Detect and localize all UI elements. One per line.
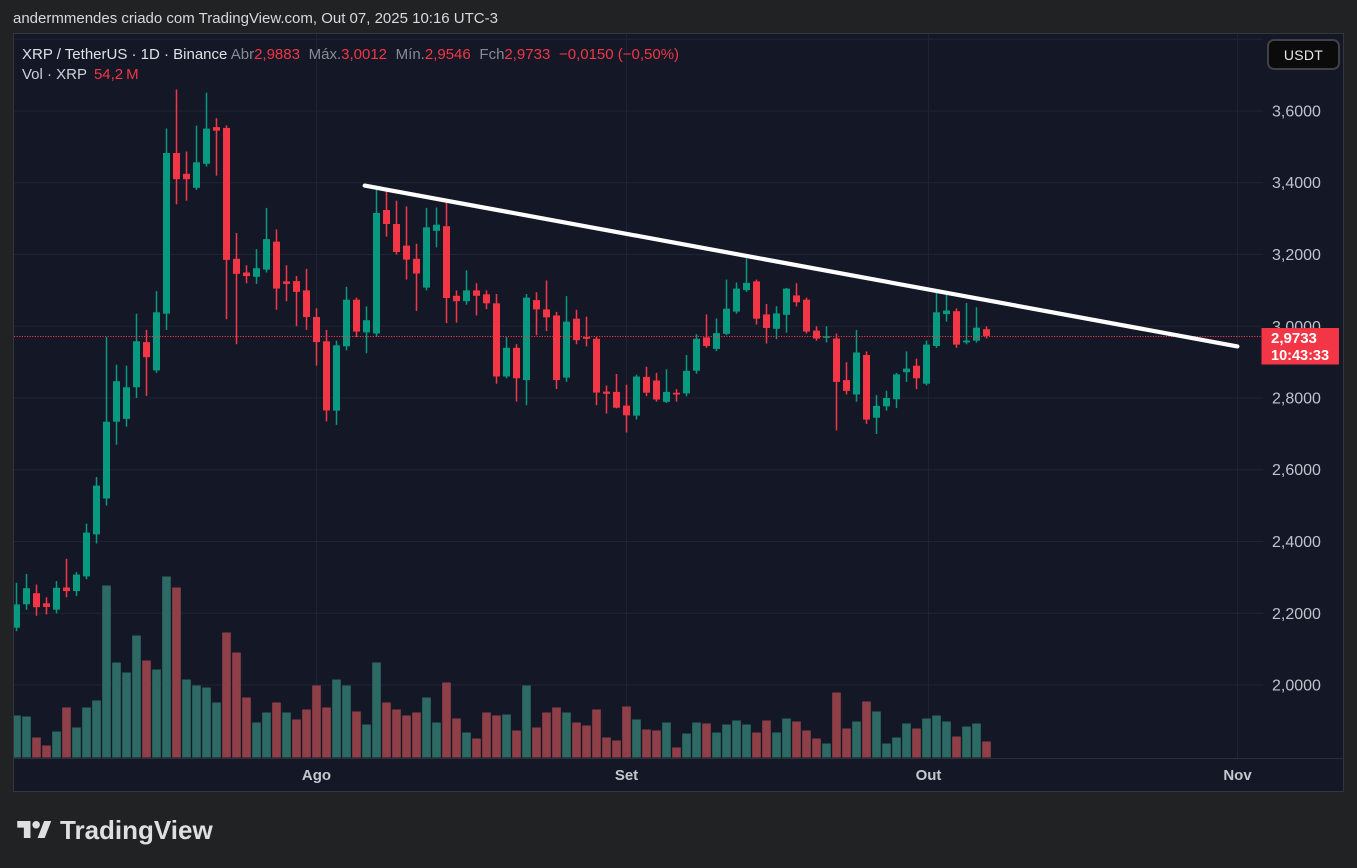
svg-text:3,6000: 3,6000: [1272, 104, 1321, 121]
svg-text:2,9733: 2,9733: [1271, 330, 1317, 347]
svg-text:2,4000: 2,4000: [1272, 534, 1321, 551]
svg-text:3,4000: 3,4000: [1272, 175, 1321, 192]
svg-text:Ago: Ago: [302, 767, 331, 784]
svg-text:10:43:33: 10:43:33: [1271, 348, 1329, 364]
svg-text:2,2000: 2,2000: [1272, 606, 1321, 623]
svg-text:Set: Set: [615, 767, 638, 784]
svg-text:Nov: Nov: [1223, 767, 1252, 784]
svg-text:2,6000: 2,6000: [1272, 462, 1321, 479]
svg-text:2,0000: 2,0000: [1272, 678, 1321, 695]
svg-text:3,2000: 3,2000: [1272, 247, 1321, 264]
svg-text:Out: Out: [916, 767, 942, 784]
svg-text:2,8000: 2,8000: [1272, 391, 1321, 408]
